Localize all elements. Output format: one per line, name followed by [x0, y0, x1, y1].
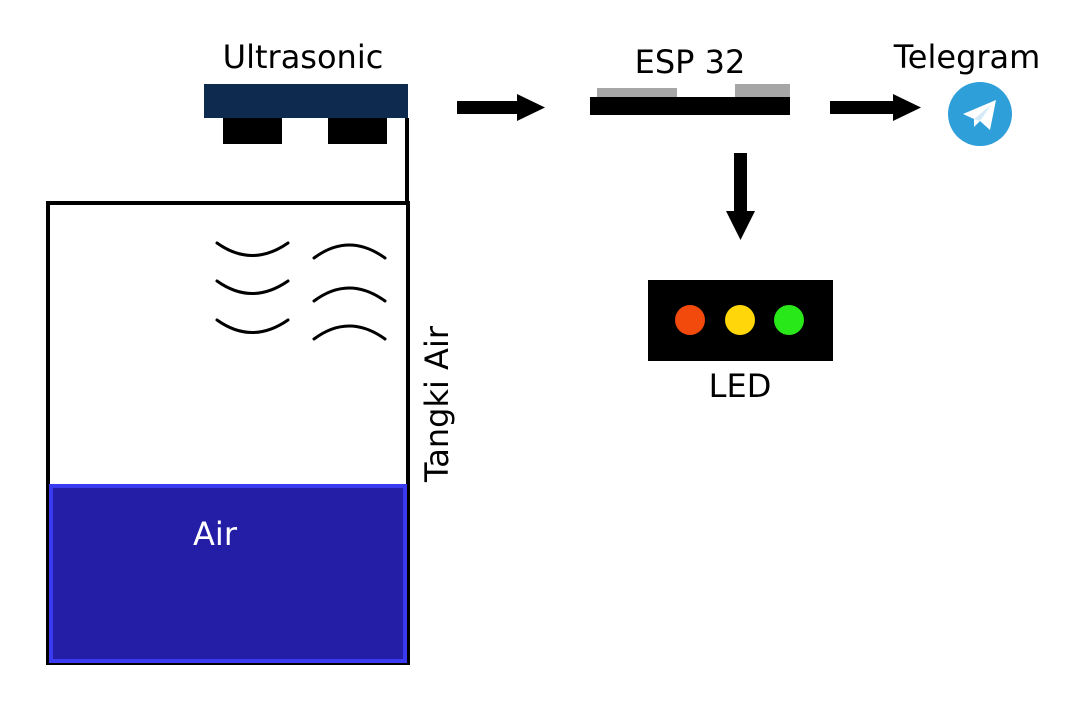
- water-tank: Air Tangki Air: [46, 201, 456, 665]
- wave-left-3: [215, 318, 290, 334]
- led-indicator: LED: [648, 280, 833, 405]
- ultrasonic-waves-icon: [215, 241, 387, 341]
- esp32-label: ESP 32: [635, 43, 746, 81]
- sensor-transducer-right: [328, 118, 387, 144]
- wave-left-2: [215, 279, 290, 295]
- ultrasonic-label: Ultrasonic: [223, 38, 384, 76]
- water-label: Air: [193, 515, 238, 553]
- led-yellow: [725, 305, 755, 335]
- led-green: [774, 305, 804, 335]
- water-fill: [49, 484, 407, 663]
- sensor-transducer-left: [223, 118, 282, 144]
- led-red: [675, 305, 705, 335]
- ultrasonic-sensor: Ultrasonic: [204, 38, 409, 203]
- wave-right-1: [312, 243, 387, 260]
- arrow-down-icon: [726, 153, 755, 240]
- wave-right-3: [312, 324, 387, 341]
- esp32-pcb: [590, 97, 790, 115]
- esp32-chip-left: [597, 88, 677, 97]
- arrow-right-icon: [457, 94, 545, 121]
- wave-left-1: [215, 241, 290, 257]
- arrow-right-icon: [830, 94, 921, 121]
- telegram-label: Telegram: [893, 38, 1041, 76]
- telegram-plane-fold: [974, 105, 991, 121]
- esp32-board: ESP 32: [590, 43, 790, 115]
- esp32-chip-right: [735, 84, 790, 97]
- telegram-node: Telegram: [893, 38, 1041, 146]
- led-label: LED: [709, 367, 772, 405]
- sensor-board: [204, 84, 408, 118]
- tank-label: Tangki Air: [418, 325, 456, 483]
- wave-right-2: [312, 286, 387, 303]
